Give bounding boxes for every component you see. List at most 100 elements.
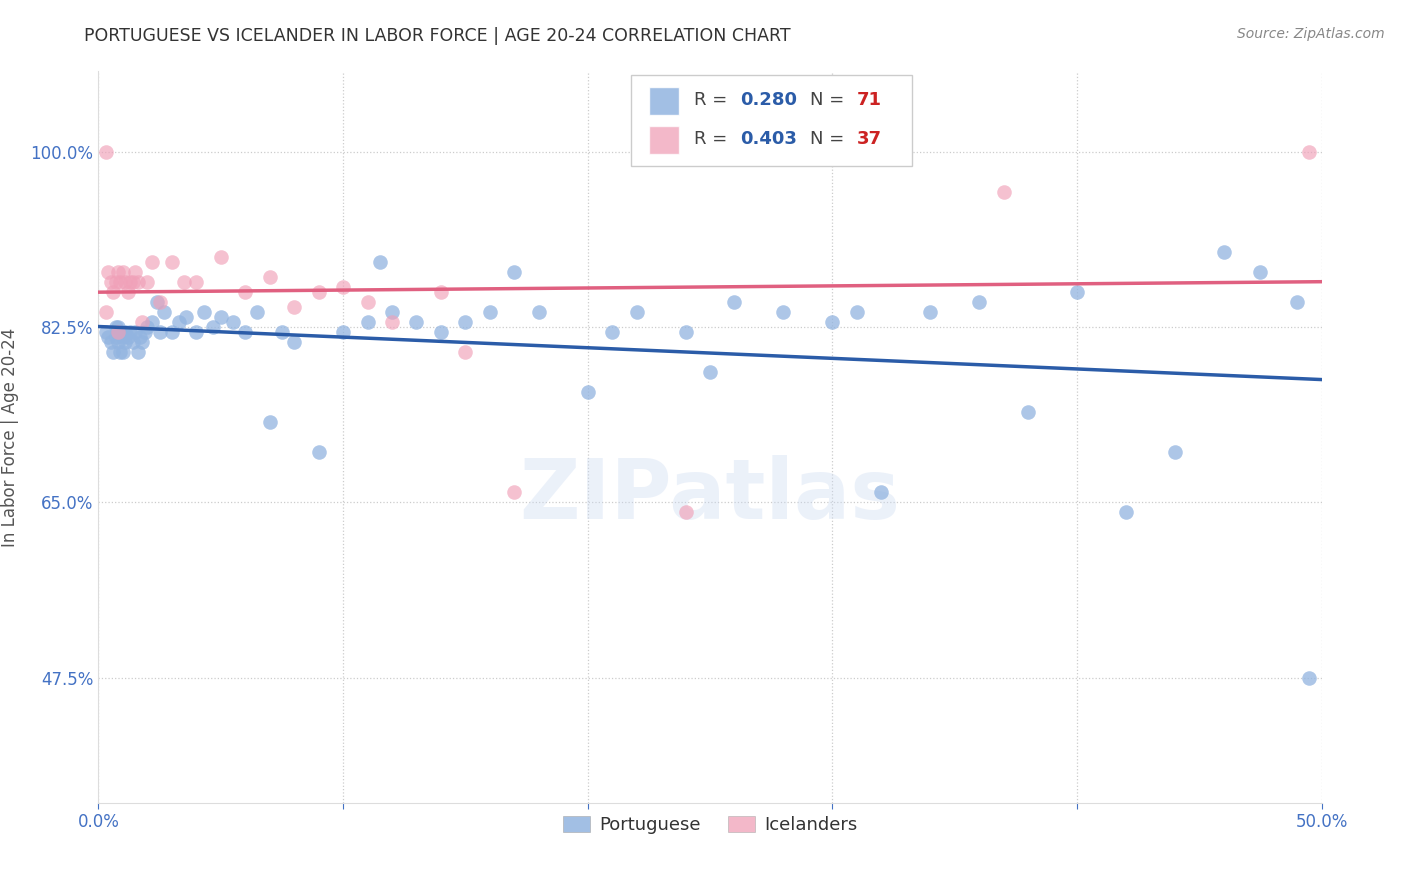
Point xyxy=(167,315,190,329)
Point xyxy=(209,310,232,324)
Point xyxy=(576,384,599,399)
Point xyxy=(104,330,127,344)
Point xyxy=(120,325,142,339)
Point xyxy=(283,300,305,314)
Point xyxy=(527,305,550,319)
Point xyxy=(104,319,127,334)
Text: PORTUGUESE VS ICELANDER IN LABOR FORCE | AGE 20-24 CORRELATION CHART: PORTUGUESE VS ICELANDER IN LABOR FORCE |… xyxy=(84,27,792,45)
Point xyxy=(104,275,127,289)
Point xyxy=(772,305,794,319)
Point xyxy=(110,325,132,339)
Point xyxy=(127,275,149,289)
Point xyxy=(94,145,117,159)
Point xyxy=(233,285,256,299)
Point xyxy=(131,334,153,349)
Point xyxy=(381,305,404,319)
Point xyxy=(675,505,697,519)
Point xyxy=(1066,285,1088,299)
Point xyxy=(283,334,305,349)
Point xyxy=(107,325,129,339)
Point xyxy=(967,294,990,309)
Text: R =: R = xyxy=(695,91,727,109)
Point xyxy=(141,315,163,329)
Text: ZIPatlas: ZIPatlas xyxy=(520,455,900,536)
Point xyxy=(1298,671,1320,685)
Text: 0.280: 0.280 xyxy=(741,91,797,109)
Text: N =: N = xyxy=(810,91,845,109)
Point xyxy=(233,325,256,339)
Point xyxy=(308,285,330,299)
Text: N =: N = xyxy=(810,130,845,148)
Point xyxy=(131,315,153,329)
FancyBboxPatch shape xyxy=(648,126,679,154)
Point xyxy=(503,265,526,279)
Point xyxy=(430,325,453,339)
Point xyxy=(114,275,136,289)
Point xyxy=(381,315,404,329)
Point xyxy=(114,334,136,349)
Point xyxy=(114,325,136,339)
Point xyxy=(121,334,143,349)
Point xyxy=(270,325,294,339)
Point xyxy=(136,275,159,289)
Point xyxy=(1212,244,1234,259)
Point xyxy=(186,325,208,339)
Point xyxy=(222,315,245,329)
Point xyxy=(259,415,281,429)
Point xyxy=(920,305,942,319)
Point xyxy=(503,485,526,500)
Point xyxy=(94,325,117,339)
Point xyxy=(153,305,176,319)
Point xyxy=(149,294,172,309)
Point xyxy=(160,325,183,339)
Point xyxy=(94,305,117,319)
Point xyxy=(136,319,159,334)
FancyBboxPatch shape xyxy=(648,87,679,115)
Point xyxy=(478,305,501,319)
Point xyxy=(111,345,134,359)
Point xyxy=(1298,145,1320,159)
Point xyxy=(993,185,1015,199)
Point xyxy=(202,319,225,334)
FancyBboxPatch shape xyxy=(630,75,912,167)
Point xyxy=(600,325,623,339)
Point xyxy=(870,485,893,500)
Text: 71: 71 xyxy=(856,91,882,109)
Text: 0.403: 0.403 xyxy=(741,130,797,148)
Point xyxy=(107,319,129,334)
Point xyxy=(173,275,195,289)
Point xyxy=(100,275,122,289)
Point xyxy=(356,315,378,329)
Point xyxy=(117,330,139,344)
Point xyxy=(356,294,378,309)
Point xyxy=(127,345,149,359)
Point xyxy=(1249,265,1271,279)
Point xyxy=(699,365,721,379)
Point xyxy=(110,345,132,359)
Point xyxy=(454,315,477,329)
Point xyxy=(246,305,269,319)
Point xyxy=(111,265,134,279)
Point xyxy=(821,315,844,329)
Point xyxy=(97,265,120,279)
Point xyxy=(101,345,124,359)
Point xyxy=(259,269,281,284)
Point xyxy=(626,305,648,319)
Point xyxy=(845,305,868,319)
Point xyxy=(107,334,129,349)
Text: 37: 37 xyxy=(856,130,882,148)
Point xyxy=(1115,505,1137,519)
Point xyxy=(368,254,391,268)
Text: R =: R = xyxy=(695,130,727,148)
Point xyxy=(111,330,134,344)
Point xyxy=(1017,405,1039,419)
Point xyxy=(1286,294,1309,309)
Point xyxy=(308,445,330,459)
Point xyxy=(110,275,132,289)
Point xyxy=(124,325,146,339)
Point xyxy=(100,334,122,349)
Point xyxy=(430,285,453,299)
Point xyxy=(120,275,142,289)
Point xyxy=(332,325,354,339)
Legend: Portuguese, Icelanders: Portuguese, Icelanders xyxy=(555,809,865,841)
